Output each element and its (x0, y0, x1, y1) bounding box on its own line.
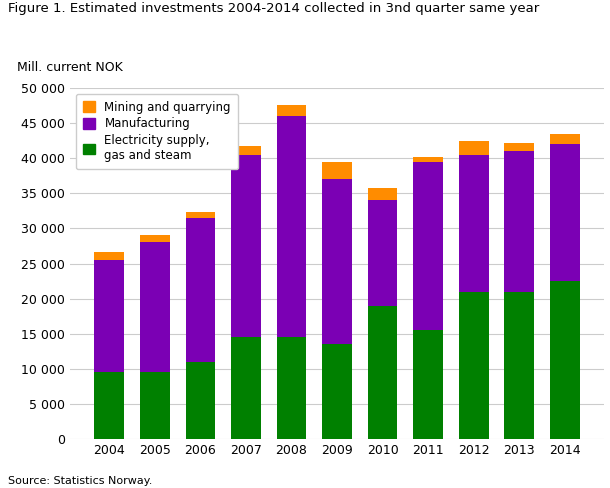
Bar (322, 179, 352, 345)
Bar (231, 155, 260, 337)
Bar (459, 141, 489, 155)
Bar (185, 218, 215, 362)
Bar (550, 144, 580, 281)
Bar (140, 372, 170, 439)
Bar (368, 305, 397, 439)
Bar (368, 200, 397, 305)
Bar (277, 105, 306, 116)
Bar (277, 116, 306, 337)
Bar (140, 235, 170, 243)
Bar (140, 243, 170, 372)
Bar (322, 162, 352, 179)
Bar (459, 292, 489, 439)
Bar (322, 345, 352, 439)
Bar (550, 281, 580, 439)
Bar (185, 212, 215, 218)
Text: Mill. current NOK: Mill. current NOK (17, 61, 123, 74)
Bar (414, 162, 443, 330)
Bar (368, 188, 397, 200)
Bar (414, 158, 443, 162)
Bar (459, 155, 489, 292)
Bar (504, 151, 534, 292)
Bar (550, 134, 580, 144)
Bar (185, 362, 215, 439)
Legend: Mining and quarrying, Manufacturing, Electricity supply,
gas and steam: Mining and quarrying, Manufacturing, Ele… (76, 94, 238, 169)
Bar (414, 330, 443, 439)
Text: Figure 1. Estimated investments 2004-2014 collected in 3nd quarter same year: Figure 1. Estimated investments 2004-201… (8, 2, 539, 16)
Text: Source: Statistics Norway.: Source: Statistics Norway. (8, 476, 152, 486)
Bar (95, 252, 124, 260)
Bar (95, 260, 124, 372)
Bar (504, 142, 534, 151)
Bar (277, 337, 306, 439)
Bar (504, 292, 534, 439)
Bar (95, 372, 124, 439)
Bar (231, 146, 260, 155)
Bar (231, 337, 260, 439)
